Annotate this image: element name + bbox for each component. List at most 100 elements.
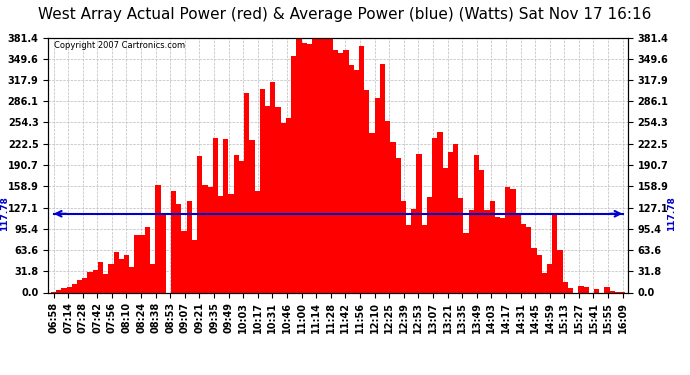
Bar: [380, 64, 385, 292]
Bar: [202, 185, 208, 292]
Bar: [155, 185, 161, 292]
Bar: [312, 38, 317, 292]
Bar: [181, 231, 187, 292]
Bar: [255, 191, 259, 292]
Bar: [338, 53, 344, 292]
Bar: [610, 291, 615, 292]
Bar: [474, 155, 479, 292]
Bar: [302, 43, 307, 292]
Text: Copyright 2007 Cartronics.com: Copyright 2007 Cartronics.com: [54, 41, 185, 50]
Bar: [150, 264, 155, 292]
Bar: [464, 232, 469, 292]
Bar: [161, 215, 166, 292]
Bar: [77, 280, 82, 292]
Bar: [270, 82, 275, 292]
Bar: [364, 90, 369, 292]
Bar: [484, 210, 489, 292]
Bar: [359, 46, 364, 292]
Bar: [322, 38, 328, 292]
Bar: [558, 250, 562, 292]
Bar: [244, 93, 249, 292]
Bar: [307, 44, 312, 292]
Bar: [66, 287, 72, 292]
Bar: [568, 288, 573, 292]
Bar: [129, 267, 135, 292]
Bar: [291, 56, 296, 292]
Bar: [537, 255, 542, 292]
Bar: [469, 210, 474, 292]
Bar: [197, 156, 202, 292]
Bar: [521, 224, 526, 292]
Bar: [103, 274, 108, 292]
Bar: [218, 196, 224, 292]
Bar: [275, 106, 281, 292]
Bar: [437, 132, 442, 292]
Bar: [92, 270, 98, 292]
Bar: [562, 282, 568, 292]
Bar: [604, 287, 610, 292]
Bar: [511, 189, 515, 292]
Bar: [385, 122, 391, 292]
Text: West Array Actual Power (red) & Average Power (blue) (Watts) Sat Nov 17 16:16: West Array Actual Power (red) & Average …: [39, 8, 651, 22]
Bar: [259, 88, 265, 292]
Bar: [187, 201, 192, 292]
Bar: [224, 139, 228, 292]
Bar: [448, 152, 453, 292]
Bar: [239, 161, 244, 292]
Bar: [500, 218, 505, 292]
Bar: [542, 273, 547, 292]
Bar: [281, 123, 286, 292]
Bar: [375, 98, 380, 292]
Bar: [333, 50, 338, 292]
Bar: [124, 255, 129, 292]
Bar: [391, 142, 395, 292]
Bar: [401, 201, 406, 292]
Bar: [348, 65, 354, 292]
Bar: [578, 286, 584, 292]
Bar: [139, 236, 145, 292]
Bar: [135, 236, 139, 292]
Bar: [458, 198, 464, 292]
Bar: [584, 287, 589, 292]
Text: 117.78: 117.78: [0, 196, 10, 231]
Text: 117.78: 117.78: [667, 196, 676, 231]
Bar: [108, 264, 114, 292]
Bar: [531, 248, 537, 292]
Bar: [98, 261, 103, 292]
Bar: [213, 138, 218, 292]
Bar: [453, 144, 458, 292]
Bar: [526, 226, 531, 292]
Bar: [505, 188, 511, 292]
Bar: [286, 118, 291, 292]
Bar: [406, 225, 411, 292]
Bar: [119, 259, 124, 292]
Bar: [547, 264, 552, 292]
Bar: [432, 138, 437, 292]
Bar: [171, 191, 176, 292]
Bar: [442, 168, 448, 292]
Bar: [145, 227, 150, 292]
Bar: [208, 186, 213, 292]
Bar: [344, 50, 348, 292]
Bar: [176, 204, 181, 292]
Bar: [88, 273, 92, 292]
Bar: [552, 213, 558, 292]
Bar: [56, 291, 61, 292]
Bar: [61, 288, 66, 292]
Bar: [82, 278, 88, 292]
Bar: [72, 285, 77, 292]
Bar: [328, 38, 333, 292]
Bar: [317, 38, 322, 292]
Bar: [594, 289, 599, 292]
Bar: [354, 70, 359, 292]
Bar: [515, 215, 521, 292]
Bar: [479, 170, 484, 292]
Bar: [192, 240, 197, 292]
Bar: [427, 196, 432, 292]
Bar: [234, 155, 239, 292]
Bar: [495, 217, 500, 292]
Bar: [422, 225, 427, 292]
Bar: [395, 158, 401, 292]
Bar: [369, 133, 375, 292]
Bar: [228, 194, 234, 292]
